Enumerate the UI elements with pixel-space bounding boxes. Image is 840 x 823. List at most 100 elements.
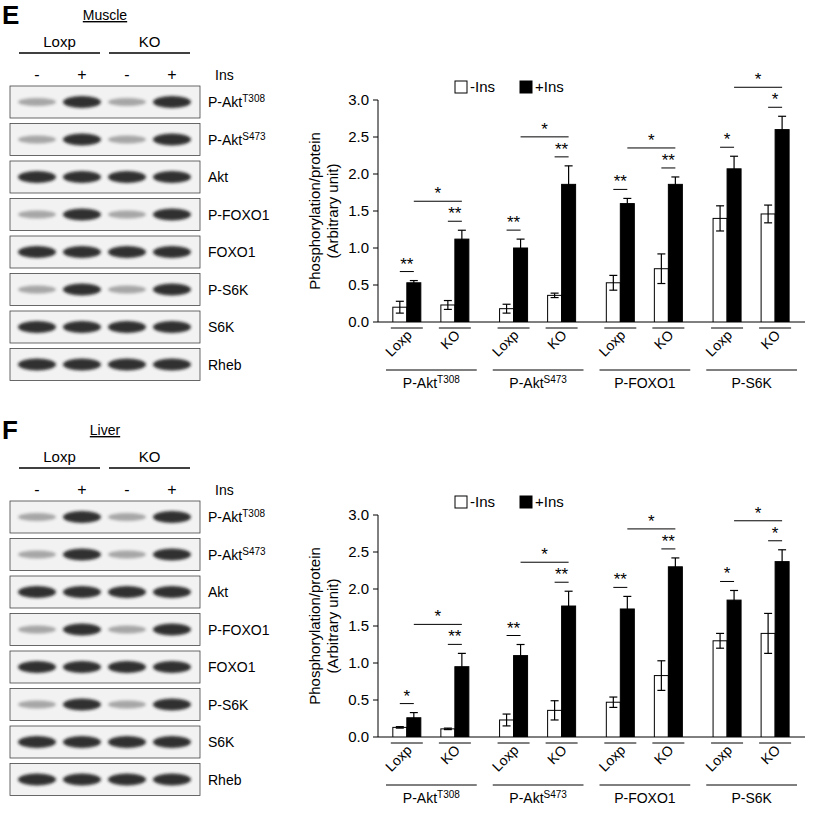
error-bar [764, 205, 772, 223]
blot-band [153, 96, 191, 108]
category-label: KO [544, 742, 570, 768]
sig-label: ** [507, 213, 521, 232]
label-sup: T308 [437, 374, 460, 385]
y-tick [373, 663, 378, 664]
label-main: P-FOXO1 [614, 790, 676, 806]
error-stem [719, 633, 720, 648]
blot-band [108, 171, 146, 183]
error-stem [568, 166, 569, 203]
treatment-label: + [167, 481, 176, 498]
blot-band [153, 699, 191, 711]
label-sup: S473 [242, 130, 266, 141]
blot-band [18, 171, 56, 183]
group-label: P-AktT308 [403, 789, 460, 807]
genotype-bar [19, 467, 100, 469]
blot-band [153, 736, 191, 748]
error-bar [503, 304, 511, 313]
group-label: P-FOXO1 [614, 375, 676, 391]
error-bar [764, 613, 772, 653]
blot-band [63, 586, 101, 598]
bar [548, 295, 562, 322]
error-cap [565, 165, 573, 166]
row-label: P-S6K [208, 697, 249, 713]
blot-band [153, 321, 191, 333]
error-bar [716, 206, 724, 231]
error-cap [565, 202, 573, 203]
error-cap [764, 222, 772, 223]
error-stem [613, 275, 614, 290]
bar [407, 283, 421, 322]
category-bar [546, 328, 578, 329]
error-cap [778, 573, 786, 574]
error-cap [396, 301, 404, 302]
blot-band [153, 549, 191, 561]
sig-label: * [755, 504, 762, 523]
error-stem [554, 701, 555, 720]
y-tick [373, 552, 378, 553]
blot-strip [10, 614, 200, 646]
category-bar [439, 743, 471, 744]
error-cap [444, 729, 452, 730]
error-cap [623, 198, 631, 199]
sig-label: * [755, 70, 762, 89]
error-cap [671, 575, 679, 576]
treatment-label: - [34, 481, 39, 498]
sig-label: ** [614, 172, 628, 191]
category-bar [604, 328, 636, 329]
error-cap [458, 247, 466, 248]
blot-band [18, 98, 56, 106]
group-bar [706, 370, 797, 371]
error-cap [730, 609, 738, 610]
blot-band [18, 211, 56, 219]
blot-strip [10, 651, 200, 683]
blot-band [108, 98, 146, 106]
y-tick-label: 1.0 [348, 654, 369, 671]
error-cap [444, 309, 452, 310]
y-tick-label: 3.0 [348, 91, 369, 108]
row-label: Akt [208, 169, 228, 185]
blot-band [63, 96, 101, 108]
error-stem [447, 301, 448, 310]
blot-band [18, 359, 56, 371]
label-sup: T308 [242, 93, 265, 104]
blot-band [153, 246, 191, 258]
error-stem [506, 714, 507, 726]
bars [393, 550, 789, 737]
error-cap [410, 712, 418, 713]
row-label: P-S6K [208, 282, 249, 298]
bar [727, 600, 741, 737]
row-label: Rheb [208, 357, 242, 373]
error-stem [627, 596, 628, 621]
label-sup: S473 [242, 545, 266, 556]
group-label: P-S6K [731, 375, 772, 391]
error-stem [413, 281, 414, 285]
blot-strip [10, 689, 200, 721]
category-label: KO [758, 327, 784, 353]
panel-letter: F [2, 415, 18, 445]
error-cap [444, 300, 452, 301]
label-main: P-Akt [509, 790, 543, 806]
bar [761, 214, 775, 322]
bar [393, 727, 407, 737]
blot-band [63, 549, 101, 561]
error-stem [733, 156, 734, 181]
error-stem [675, 558, 676, 576]
blot-panel: EMuscleLoxpKO-+-+InsP-AktT308P-AktS473Ak… [2, 0, 270, 381]
blot-band [18, 626, 56, 634]
blot-band [18, 701, 56, 709]
label-sup: T308 [242, 508, 265, 519]
blot-band [108, 286, 146, 294]
blot-band [18, 551, 56, 559]
category-bar [652, 743, 684, 744]
error-bar [671, 558, 679, 576]
sig-label: ** [614, 570, 628, 589]
blot-band [63, 774, 101, 786]
error-cap [623, 208, 631, 209]
error-cap [778, 116, 786, 117]
treatment-label: + [77, 481, 86, 498]
error-bar [671, 177, 679, 192]
group-label: P-AktS473 [509, 374, 567, 392]
chart: 0.00.51.01.52.02.53.0Phosphorylation/pro… [306, 493, 805, 806]
row-label: P-AktT308 [208, 93, 265, 111]
blot-band [153, 134, 191, 146]
